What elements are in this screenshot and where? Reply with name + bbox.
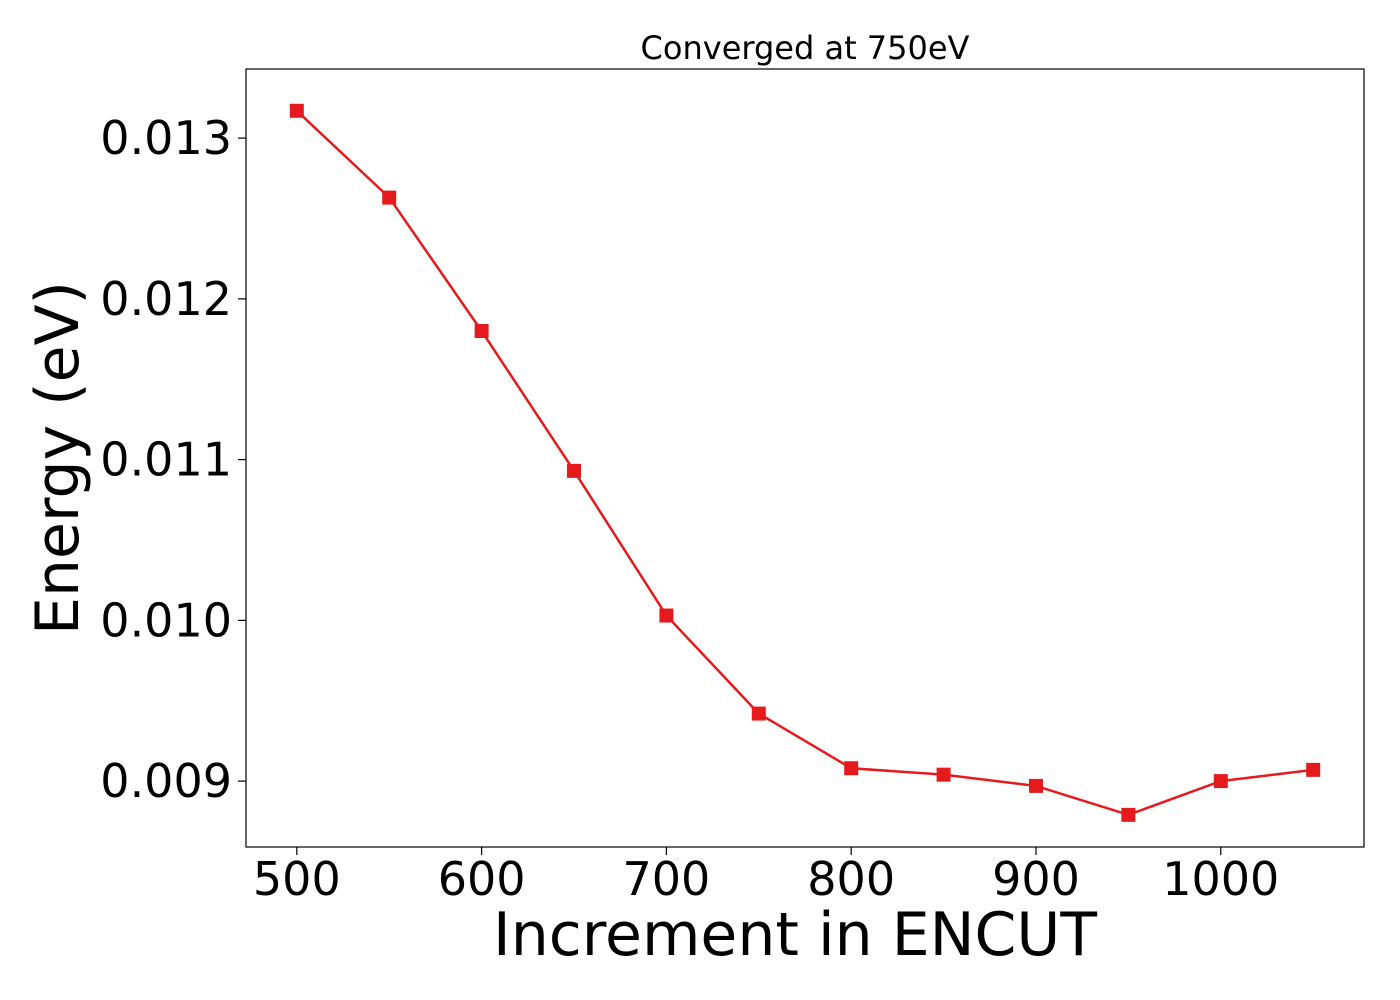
data-point — [289, 103, 304, 118]
plot-area — [289, 103, 1321, 822]
chart-title: Converged at 750eV — [641, 29, 970, 67]
x-axis: 500 600 700 800 900 1000 — [253, 847, 1279, 906]
data-point — [1213, 774, 1228, 789]
series-line — [295, 109, 1314, 817]
x-tick-label: 900 — [992, 852, 1080, 906]
data-point — [1028, 778, 1043, 793]
data-point — [936, 767, 951, 782]
y-tick-label: 0.011 — [100, 433, 232, 487]
data-point — [1121, 807, 1136, 822]
y-tick-label: 0.013 — [100, 111, 232, 165]
y-tick-label: 0.010 — [100, 593, 232, 647]
y-tick-label: 0.012 — [100, 272, 232, 326]
data-point — [844, 761, 859, 776]
data-point — [382, 190, 397, 205]
data-point — [751, 706, 766, 721]
data-point — [474, 324, 489, 339]
data-point — [659, 608, 674, 623]
plot-frame — [245, 68, 1365, 848]
x-tick-label: 1000 — [1162, 852, 1279, 906]
x-tick-label: 700 — [622, 852, 710, 906]
x-tick-label: 800 — [807, 852, 895, 906]
x-tick-label: 500 — [253, 852, 341, 906]
data-point — [567, 463, 582, 478]
y-axis: 0.009 0.010 0.011 0.012 0.013 — [100, 111, 246, 808]
x-tick-label: 600 — [438, 852, 526, 906]
x-axis-label: Increment in ENCUT — [493, 900, 1097, 970]
y-axis-label: Energy (eV) — [23, 281, 93, 635]
data-point — [1306, 762, 1321, 777]
y-tick-label: 0.009 — [100, 754, 232, 808]
